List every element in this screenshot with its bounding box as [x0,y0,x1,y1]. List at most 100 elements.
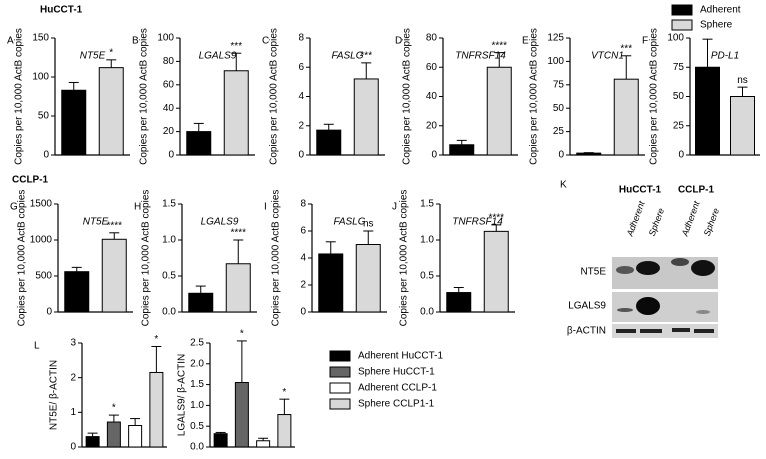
y-axis-label: Copies per 10,000 ActB copies [14,28,25,165]
panel-letter: H [134,202,141,213]
y-axis-label: Copies per 10,000 ActB copies [17,190,28,327]
y-axis-label: Copies per 10,000 ActB copies [141,190,152,327]
y-tick-label: 0.0 [162,307,176,318]
y-tick-label: 0.5 [420,271,434,282]
y-tick-label: 0 [678,150,684,161]
y-tick-label: 4 [300,253,306,264]
panel-letter: I [264,202,267,213]
y-tick-label: 6 [298,62,304,73]
bar [576,152,602,156]
y-tick-label: 60 [426,62,438,73]
y-axis-label: Copies per 10,000 ActB copies [269,28,280,165]
y-tick-label: 2.5 [190,338,204,349]
y-tick-label: 20 [426,120,438,131]
significance: * [112,403,116,414]
blot-band [691,260,715,276]
panel-letter: L [34,341,40,352]
y-tick-label: 125 [547,33,564,44]
panel-letter: E [522,36,529,47]
bar [730,96,755,156]
gene-title: TNFRSF14 [452,217,503,228]
legend-label: Adherent CCLP-1 [358,383,437,394]
blot-lane: Sphere [702,207,721,238]
y-tick-label: 50 [38,111,50,122]
legend-swatch [329,382,351,394]
blot-row-label: LGALS9 [568,301,606,312]
blot-band [616,266,634,274]
legend-label: Adherent [700,5,741,16]
y-axis-label: Copies per 10,000 ActB copies [271,190,282,327]
significance: *** [230,41,242,52]
bar [256,440,271,448]
panel-letter: F [642,36,648,47]
significance: *** [620,43,632,54]
blot-lane: Sphere [647,207,666,238]
y-tick-label: 50 [553,103,565,114]
blot-strip [612,292,718,322]
y-axis-label: Copies per 10,000 ActB copies [399,190,410,327]
significance: ns [363,219,374,230]
legend-swatch [329,350,351,362]
panel-letter: B [132,36,139,47]
y-tick-label: 8 [300,199,306,210]
bar [188,292,214,313]
y-tick-label: 100 [547,56,564,67]
bar [101,238,127,313]
bar [186,131,212,156]
y-tick-label: 75 [553,79,565,90]
bar [355,244,381,313]
blot: K HuCCT-1 CCLP-1 Adherent Sphere Adheren… [560,180,721,338]
gene-title: PD-L1 [711,51,739,62]
bar [61,89,87,156]
bar [316,129,342,156]
y-tick-label: 3 [70,338,76,349]
significance: **** [230,228,246,239]
y-tick-label: 8 [298,33,304,44]
bar [695,66,720,156]
blot-band [671,258,689,266]
panel-letter: A [7,36,14,47]
blot-group: HuCCT-1 [619,185,662,196]
blot-lane: Adherent [624,199,646,238]
y-tick-label: 1 [70,407,76,418]
y-axis-label: Copies per 10,000 ActB copies [402,28,413,165]
panel-letter: D [395,36,402,47]
y-tick-label: 80 [163,56,175,67]
legend-swatch [671,19,693,31]
bar [449,144,475,156]
bar [225,263,251,313]
y-tick-label: 0 [46,307,52,318]
bar [98,67,124,156]
y-axis-label: Copies per 10,000 ActB copies [649,28,660,165]
legend-label: Sphere CCLP1-1 [358,399,435,410]
panel-letter: J [392,202,397,213]
y-tick-label: 0 [300,307,306,318]
significance: *** [360,51,372,62]
bar [318,253,344,313]
y-tick-label: 25 [553,126,565,137]
significance: * [240,329,244,340]
y-axis-label: Copies per 10,000 ActB copies [139,28,150,165]
y-tick-label: 80 [426,33,438,44]
gene-title: TNFRSF14 [455,51,506,62]
row-label: HuCCT-1 [40,5,83,16]
y-tick-label: 0.5 [190,421,204,432]
y-tick-label: 0 [431,150,437,161]
blot-band [640,329,662,333]
significance: * [109,47,113,58]
legend-label: Sphere [700,20,733,31]
y-tick-label: 1.0 [420,235,434,246]
y-axis-label: LGALS9/ β-ACTIN [177,354,188,436]
significance: ns [737,75,748,86]
y-tick-label: 60 [163,79,175,90]
blot-band [672,328,690,332]
gene-title: FASLG [333,217,365,228]
bar [85,436,100,448]
panel-letter: G [10,202,18,213]
blot-band [617,308,633,312]
bar [483,230,509,313]
panel-letter: C [262,36,269,47]
significance: **** [488,213,504,224]
gene-title: NT5E [83,217,109,228]
